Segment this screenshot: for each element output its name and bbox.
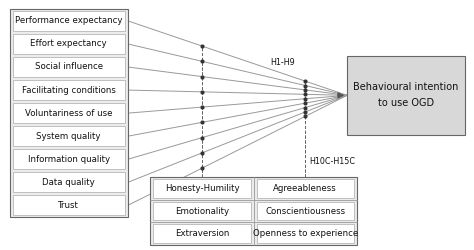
Text: Behavioural intention: Behavioural intention: [354, 82, 459, 92]
Text: Effort expectancy: Effort expectancy: [30, 40, 107, 48]
Text: to use OGD: to use OGD: [378, 98, 434, 108]
Text: H10C-H15C: H10C-H15C: [310, 157, 356, 166]
FancyBboxPatch shape: [9, 9, 128, 217]
FancyBboxPatch shape: [13, 11, 125, 31]
FancyBboxPatch shape: [13, 80, 125, 100]
Text: Social influence: Social influence: [35, 62, 103, 72]
FancyBboxPatch shape: [13, 103, 125, 123]
FancyBboxPatch shape: [13, 172, 125, 193]
FancyBboxPatch shape: [13, 149, 125, 169]
FancyBboxPatch shape: [13, 57, 125, 77]
FancyBboxPatch shape: [153, 202, 251, 220]
Text: Voluntariness of use: Voluntariness of use: [25, 109, 112, 118]
FancyBboxPatch shape: [13, 126, 125, 146]
FancyBboxPatch shape: [347, 56, 465, 135]
FancyBboxPatch shape: [256, 202, 354, 220]
Text: System quality: System quality: [36, 132, 101, 141]
FancyBboxPatch shape: [150, 178, 357, 245]
FancyBboxPatch shape: [13, 34, 125, 54]
FancyBboxPatch shape: [153, 180, 251, 198]
Text: Extraversion: Extraversion: [175, 229, 229, 238]
Text: Information quality: Information quality: [27, 155, 110, 164]
Text: Data quality: Data quality: [42, 178, 95, 187]
Text: Agreeableness: Agreeableness: [273, 184, 337, 193]
Text: Facilitating conditions: Facilitating conditions: [22, 86, 116, 94]
FancyBboxPatch shape: [256, 224, 354, 243]
FancyBboxPatch shape: [256, 180, 354, 198]
FancyBboxPatch shape: [153, 224, 251, 243]
Text: Performance expectancy: Performance expectancy: [15, 16, 122, 25]
Text: Trust: Trust: [58, 201, 79, 210]
Text: H1-H9: H1-H9: [270, 58, 295, 67]
FancyBboxPatch shape: [13, 196, 125, 216]
Text: Openness to experience: Openness to experience: [253, 229, 358, 238]
Text: Emotionality: Emotionality: [175, 206, 229, 216]
Text: Conscientiousness: Conscientiousness: [265, 206, 346, 216]
Text: Honesty-Humility: Honesty-Humility: [164, 184, 239, 193]
